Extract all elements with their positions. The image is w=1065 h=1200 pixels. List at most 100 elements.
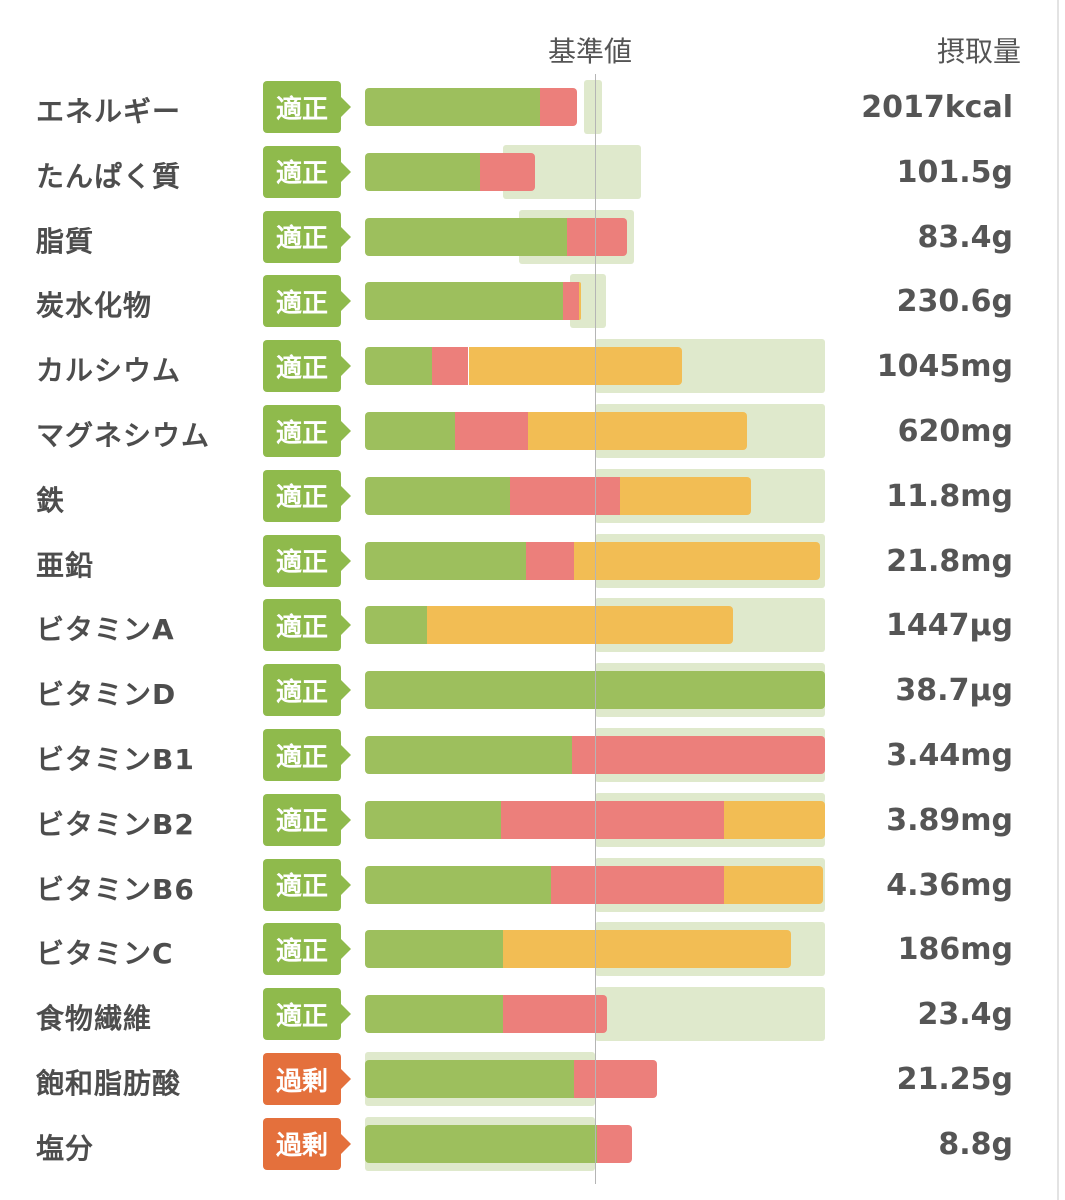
intake-value: 620mg xyxy=(897,414,1013,449)
nutrient-label: 亜鉛 xyxy=(36,548,95,582)
bar-segment-red xyxy=(454,412,529,450)
intake-value: 11.8mg xyxy=(886,478,1013,514)
bar-segment-green xyxy=(365,541,526,580)
nutrient-label: 飽和脂肪酸 xyxy=(36,1067,182,1100)
bar-segment-green xyxy=(365,606,428,645)
nutrient-label: カルシウム xyxy=(36,354,182,388)
intake-header: 摂取量 xyxy=(936,35,1021,68)
intake-value: 83.4g xyxy=(917,219,1014,255)
bar-segment-red xyxy=(574,1060,658,1098)
nutrient-row: カルシウム 適正 1045mg xyxy=(0,337,1057,401)
status-badge: 適正 xyxy=(263,664,351,717)
nutrient-row: エネルギー 適正 2017kcal xyxy=(0,78,1057,142)
nutrient-row: 脂質 適正 83.4g xyxy=(0,208,1057,272)
nutrient-row: たんぱく質 適正 101.5g xyxy=(0,143,1057,207)
status-badge: 適正 xyxy=(263,145,351,198)
bar-segment-green xyxy=(365,88,540,126)
nutrient-label: 食物繊維 xyxy=(36,1002,153,1036)
nutrient-label: エネルギー xyxy=(36,95,182,128)
nutrient-row: ビタミンD 適正 38.7μg xyxy=(0,661,1057,725)
intake-value: 1045mg xyxy=(876,349,1013,385)
bar-segment-red xyxy=(551,865,724,904)
status-badge: 適正 xyxy=(263,534,351,587)
bar-segment-orange xyxy=(620,476,752,515)
intake-value: 8.8g xyxy=(938,1126,1013,1162)
nutrient-row: ビタミンC 適正 186mg xyxy=(0,920,1057,984)
nutrient-label: たんぱく質 xyxy=(36,159,182,193)
nutrient-row: 食物繊維 適正 23.4g xyxy=(0,985,1057,1049)
nutrient-row: 亜鉛 適正 21.8mg xyxy=(0,532,1057,596)
nutrient-row: ビタミンB2 適正 3.89mg xyxy=(0,791,1057,855)
nutrient-row: ビタミンB6 適正 4.36mg xyxy=(0,856,1057,920)
bar-segment-orange xyxy=(528,412,747,450)
nutrient-label: 塩分 xyxy=(36,1131,95,1165)
bar-segment-green xyxy=(365,865,552,904)
status-badge: 適正 xyxy=(263,210,351,263)
bar-segment-red xyxy=(431,347,469,386)
bar-segment-orange xyxy=(468,347,683,386)
bar-segment-orange xyxy=(723,800,825,839)
bar-segment-orange xyxy=(723,865,823,904)
intake-value: 1447μg xyxy=(885,608,1013,644)
bar-segment-green xyxy=(365,800,501,839)
intake-value: 21.25g xyxy=(896,1062,1013,1097)
status-badge: 適正 xyxy=(263,340,351,393)
status-badge: 過剰 xyxy=(263,1053,351,1105)
bar-segment-red xyxy=(509,476,621,515)
nutrient-label: ビタミンA xyxy=(36,613,175,647)
bar-segment-red xyxy=(480,152,536,191)
status-badge: 適正 xyxy=(263,405,351,457)
right-border xyxy=(1057,0,1059,1200)
nutrient-label: 脂質 xyxy=(36,224,95,258)
bar-segment-green xyxy=(365,1124,598,1163)
nutrient-row: 飽和脂肪酸 過剰 21.25g xyxy=(0,1050,1057,1114)
status-badge: 適正 xyxy=(263,599,351,652)
intake-value: 230.6g xyxy=(896,284,1013,320)
nutrient-row: マグネシウム 適正 620mg xyxy=(0,402,1057,466)
bar-segment-green xyxy=(365,930,503,969)
bar-segment-green xyxy=(365,1060,575,1098)
bar-segment-orange xyxy=(427,606,733,645)
nutrient-row: 鉄 適正 11.8mg xyxy=(0,467,1057,531)
status-badge: 適正 xyxy=(263,793,351,846)
nutrient-label: マグネシウム xyxy=(36,419,211,452)
bar-segment-green xyxy=(365,282,563,321)
intake-value: 3.89mg xyxy=(886,802,1013,838)
bar-segment-green xyxy=(365,347,432,386)
bar-segment-red xyxy=(526,541,575,580)
status-badge: 適正 xyxy=(263,275,351,328)
intake-value: 101.5g xyxy=(896,154,1013,190)
nutrient-label: ビタミンB6 xyxy=(36,872,195,906)
bar-segment-green xyxy=(365,736,572,774)
intake-value: 23.4g xyxy=(917,997,1014,1033)
bar-segment-orange xyxy=(503,930,791,969)
intake-value: 38.7μg xyxy=(895,673,1013,709)
recommended-range xyxy=(595,987,825,1042)
bar-segment-red xyxy=(567,217,628,256)
bar-segment-red xyxy=(500,800,724,839)
intake-value: 2017kcal xyxy=(861,90,1013,125)
bar-segment-green xyxy=(365,476,510,515)
bar-segment-red xyxy=(572,736,825,774)
nutrient-label: ビタミンD xyxy=(36,678,177,712)
bar-segment-red xyxy=(503,995,607,1034)
bar-segment-red xyxy=(539,88,577,126)
nutrient-row: 塩分 過剰 8.8g xyxy=(0,1115,1057,1179)
nutrient-label: 炭水化物 xyxy=(36,289,153,323)
status-badge: 適正 xyxy=(263,81,351,133)
intake-value: 21.8mg xyxy=(886,543,1013,579)
nutrient-row: ビタミンA 適正 1447μg xyxy=(0,596,1057,660)
reference-line xyxy=(595,74,596,1184)
status-badge: 適正 xyxy=(263,729,351,781)
bar-segment-red xyxy=(597,1124,632,1163)
bar-segment-green xyxy=(365,995,503,1034)
status-badge: 過剰 xyxy=(263,1117,351,1170)
status-badge: 適正 xyxy=(263,858,351,911)
nutrient-label: 鉄 xyxy=(36,483,66,517)
nutrient-row: ビタミンB1 適正 3.44mg xyxy=(0,726,1057,790)
bar-segment-orange xyxy=(578,282,582,321)
nutrient-label: ビタミンC xyxy=(36,937,174,971)
status-badge: 適正 xyxy=(263,988,351,1041)
status-badge: 適正 xyxy=(263,469,351,522)
bar-segment-green xyxy=(365,152,480,191)
